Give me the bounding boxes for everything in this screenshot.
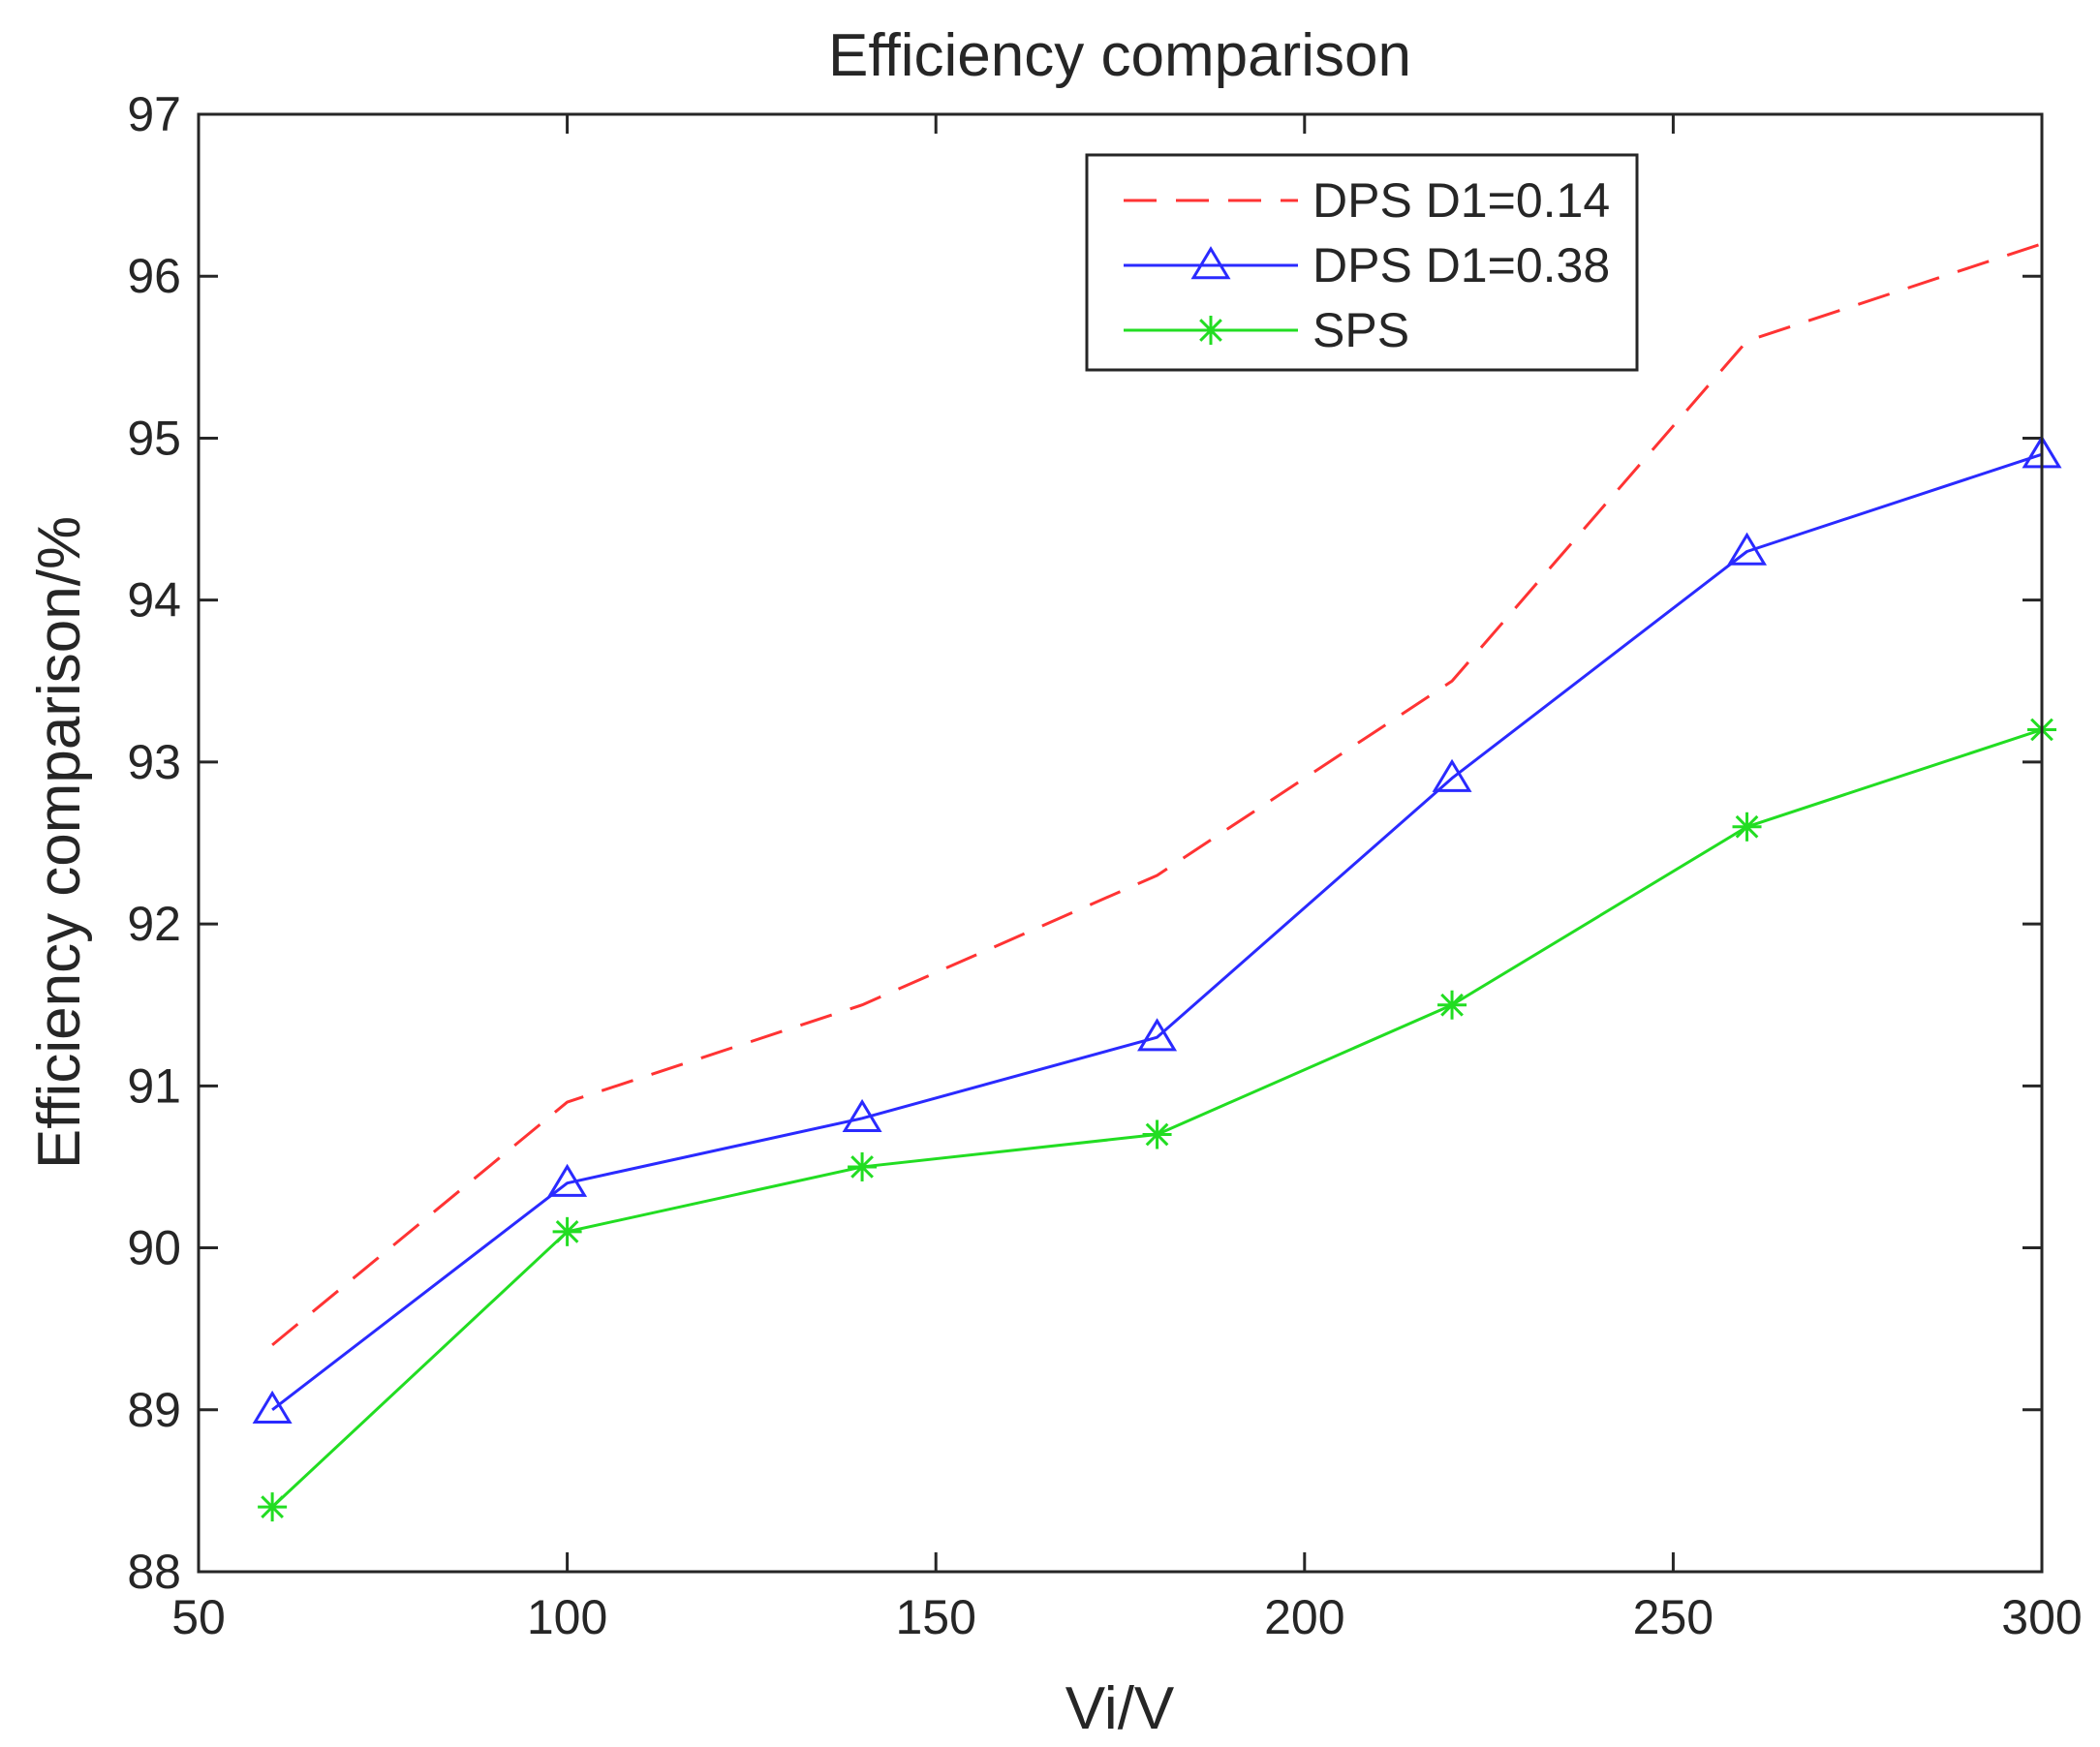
y-tick-label: 90	[127, 1221, 181, 1275]
legend-marker-dps-d1-0-38	[1190, 246, 1231, 280]
y-tick-label: 97	[127, 87, 181, 141]
legend-label-dps-d1-0-14: DPS D1=0.14	[1312, 173, 1610, 228]
series-dps-d1-0-38	[252, 435, 2062, 1425]
y-tick-label: 91	[127, 1058, 181, 1113]
legend-entry-sps: SPS	[1124, 303, 1409, 357]
asterisk-stroke	[1199, 319, 1222, 342]
data-point-dps-d1-0-38	[1727, 532, 1768, 566]
data-point-dps-d1-0-38	[1137, 1018, 1178, 1052]
series-line-dps-d1-0-14	[271, 242, 2043, 1347]
asterisk-stroke	[1145, 1122, 1169, 1147]
data-point-sps	[1732, 812, 1762, 842]
data-point-sps	[1437, 990, 1467, 1020]
y-tick-label: 88	[127, 1545, 181, 1599]
legend-box	[1085, 153, 1639, 372]
data-point-sps	[258, 1492, 288, 1522]
asterisk-stroke	[1440, 993, 1464, 1017]
data-point-dps-d1-0-38	[252, 1390, 293, 1425]
y-tick-label: 95	[127, 411, 181, 465]
data-point-sps	[848, 1151, 878, 1181]
legend-label-dps-d1-0-38: DPS D1=0.38	[1312, 238, 1610, 292]
asterisk-stroke	[850, 1155, 874, 1179]
x-tick-label: 100	[527, 1590, 607, 1644]
plot-frame	[197, 112, 2044, 1574]
legend-entry-dps-d1-0-14: DPS D1=0.14	[1124, 173, 1610, 228]
y-tick-label: 92	[127, 897, 181, 951]
data-point-dps-d1-0-38	[1432, 758, 1472, 792]
data-point-dps-d1-0-38	[547, 1163, 588, 1197]
legend: DPS D1=0.14 DPS D1=0.38 SPS	[1085, 153, 1639, 372]
x-tick-label: 50	[171, 1590, 226, 1644]
series-dps-d1-0-14	[271, 242, 2043, 1347]
series-sps	[258, 715, 2056, 1522]
y-tick-label: 93	[127, 735, 181, 789]
x-tick-label: 150	[895, 1590, 975, 1644]
data-point-dps-d1-0-38	[842, 1098, 882, 1133]
y-tick-label: 89	[127, 1383, 181, 1437]
x-tick-label: 300	[2001, 1590, 2082, 1644]
series-line-dps-d1-0-38	[271, 452, 2043, 1411]
legend-entry-dps-d1-0-38: DPS D1=0.38	[1124, 238, 1610, 292]
chart-title: Efficiency comparison	[828, 22, 1411, 89]
y-tick-label: 94	[127, 573, 181, 628]
y-tick-label: 96	[127, 249, 181, 303]
x-tick-label: 200	[1264, 1590, 1344, 1644]
x-axis-label: Vi/V	[1065, 1675, 1175, 1742]
asterisk-stroke	[261, 1495, 284, 1518]
asterisk-stroke	[1735, 814, 1759, 839]
legend-marker-sps	[1196, 316, 1225, 345]
y-axis-label: Efficiency comparison/%	[26, 516, 93, 1169]
data-point-sps	[552, 1216, 582, 1246]
data-point-sps	[1142, 1119, 1172, 1149]
asterisk-stroke	[555, 1219, 579, 1243]
legend-label-sps: SPS	[1312, 303, 1409, 357]
x-tick-label: 250	[1633, 1590, 1714, 1644]
